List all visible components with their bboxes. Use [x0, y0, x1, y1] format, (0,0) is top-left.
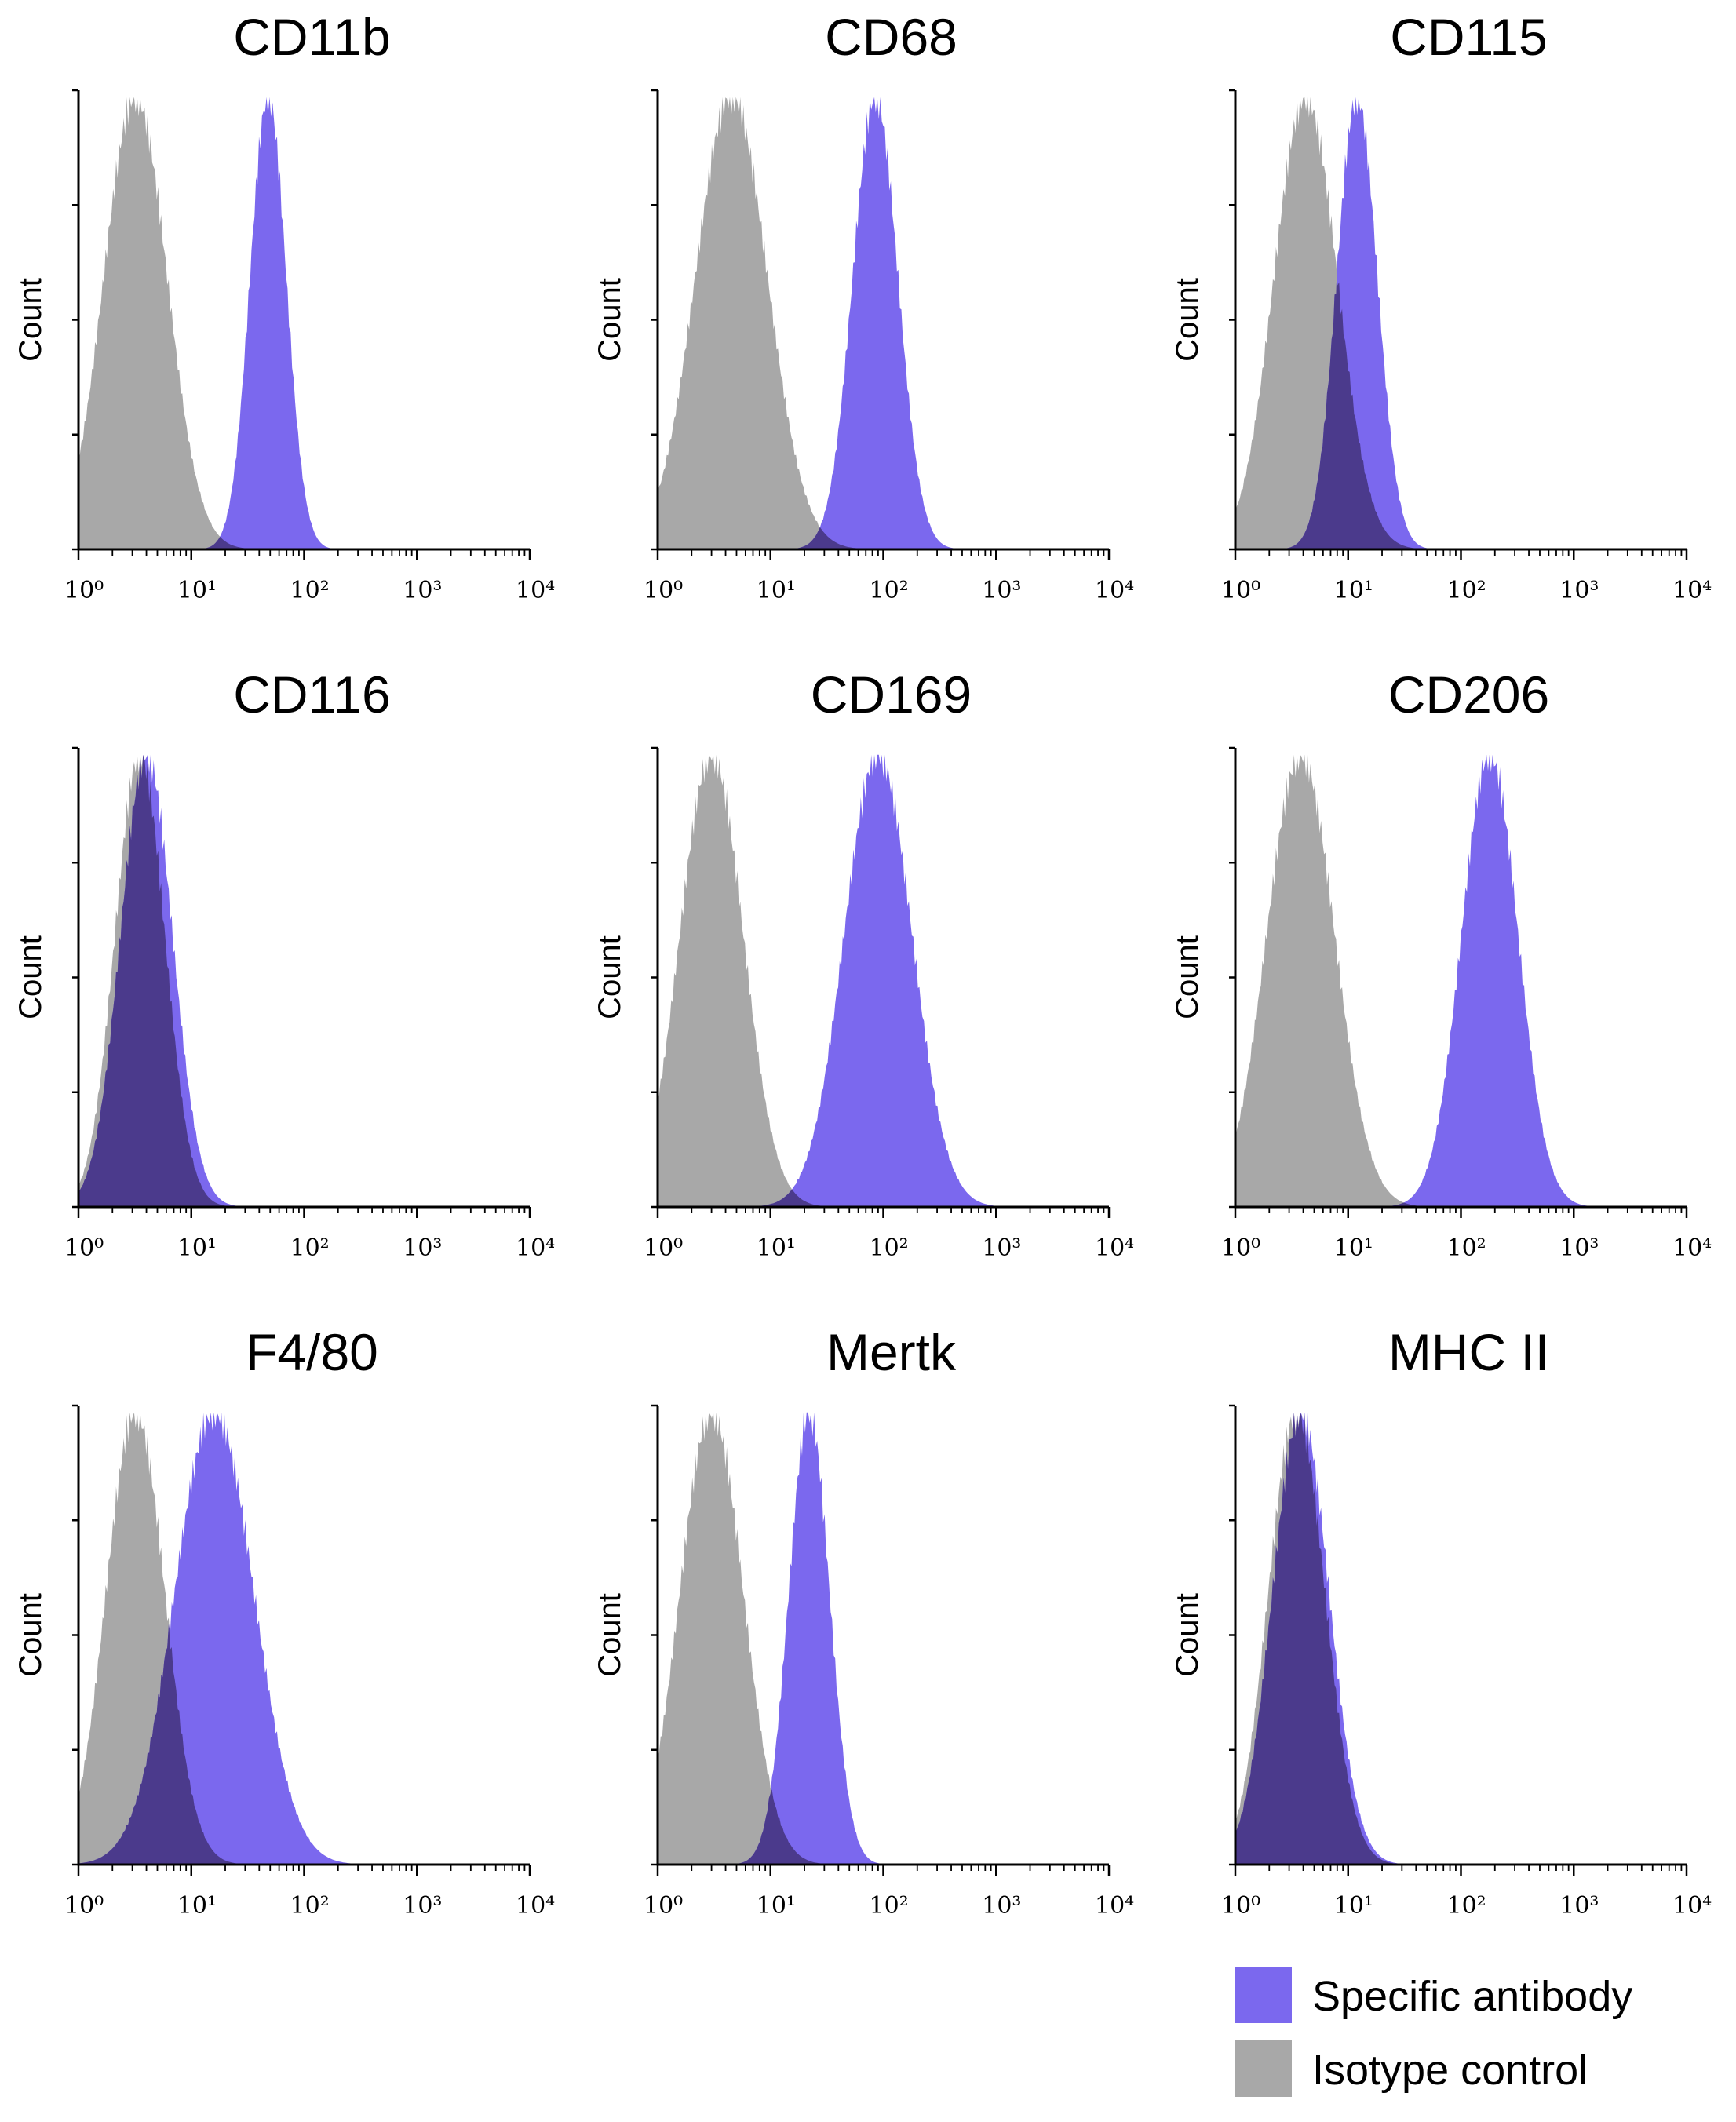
legend-swatch-specific [1235, 1967, 1292, 2023]
x-tick-label: 10² [290, 577, 330, 604]
x-tick-label: 10⁰ [64, 1234, 104, 1262]
panel-title: Mertk [826, 1323, 957, 1381]
x-tick-label: 10² [290, 1892, 330, 1920]
x-tick-label: 10³ [1559, 1892, 1599, 1920]
x-tick-label: 10² [1447, 1234, 1486, 1262]
specific-histogram [658, 754, 1109, 1207]
overlap-histogram [78, 754, 530, 1207]
panel-title: CD206 [1388, 665, 1549, 724]
panel-title: CD169 [811, 665, 972, 724]
x-tick-label: 10⁰ [644, 1234, 683, 1262]
x-tick-label: 10⁴ [516, 1234, 555, 1262]
x-tick-label: 10² [870, 1892, 909, 1920]
panel-mertk: Mertk Count 10⁰ 10¹ 10² 10³ 10⁴ [593, 1323, 1134, 1920]
isotype-histogram [658, 97, 1109, 550]
specific-histogram [1235, 754, 1687, 1207]
panel-cd206: CD206 Count 10⁰ 10¹ 10² 10³ 10⁴ [1170, 665, 1712, 1262]
x-tick-label: 10³ [982, 577, 1021, 604]
panel-title: CD116 [233, 665, 391, 724]
panel-title: CD115 [1390, 8, 1548, 66]
x-tick-label: 10¹ [177, 1892, 217, 1920]
x-tick-label: 10¹ [177, 577, 217, 604]
x-tick-label: 10³ [403, 577, 442, 604]
x-tick-label: 10³ [982, 1234, 1021, 1262]
x-tick-label: 10⁴ [516, 577, 555, 604]
isotype-histogram [658, 754, 1109, 1207]
x-tick-label: 10⁴ [1095, 1234, 1134, 1262]
legend-swatch-isotype [1235, 2040, 1292, 2097]
x-tick-label: 10³ [403, 1892, 442, 1920]
panel-cd11b: CD11b Count 10⁰ 10¹ 10² 10³ 10⁴ [13, 8, 555, 604]
x-tick-label: 10⁰ [644, 577, 683, 604]
y-axis-label: Count [593, 935, 627, 1019]
panel-cd169: CD169 Count 10⁰ 10¹ 10² 10³ 10⁴ [593, 665, 1134, 1262]
panel-title: MHC II [1388, 1323, 1549, 1381]
panel-title: CD11b [233, 8, 391, 66]
x-tick-label: 10¹ [177, 1234, 217, 1262]
x-tick-label: 10⁴ [1672, 1892, 1712, 1920]
x-tick-label: 10² [290, 1234, 330, 1262]
x-tick-label: 10⁴ [1672, 577, 1712, 604]
isotype-histogram [658, 1412, 1109, 1865]
x-tick-label: 10⁰ [64, 1892, 104, 1920]
legend-label-isotype: Isotype control [1312, 2047, 1588, 2094]
panel-cd116: CD116 Count 10⁰ 10¹ 10² 10³ 10⁴ [13, 665, 555, 1262]
panel-cd115: CD115 Count 10⁰ 10¹ 10² 10³ 10⁴ [1170, 8, 1712, 604]
panel-mhc-ii: MHC II Count 10⁰ 10¹ 10² 10³ 10⁴ [1170, 1323, 1712, 1920]
x-tick-label: 10⁰ [1221, 1892, 1260, 1920]
x-tick-label: 10² [1447, 577, 1486, 604]
specific-histogram [78, 1412, 530, 1865]
y-axis-label: Count [1170, 278, 1205, 362]
isotype-histogram [1235, 97, 1687, 550]
panel-title: CD68 [825, 8, 957, 66]
x-tick-label: 10¹ [1334, 1892, 1373, 1920]
legend: Specific antibody Isotype control [1235, 1967, 1632, 2097]
x-tick-label: 10⁰ [644, 1892, 683, 1920]
y-axis-label: Count [1170, 935, 1205, 1019]
x-tick-label: 10³ [1559, 577, 1599, 604]
x-tick-label: 10¹ [757, 577, 796, 604]
x-tick-label: 10² [870, 577, 909, 604]
x-tick-label: 10² [870, 1234, 909, 1262]
panel-title: F4/80 [246, 1323, 378, 1381]
x-tick-label: 10¹ [1334, 577, 1373, 604]
isotype-histogram [78, 97, 530, 550]
specific-histogram [658, 97, 1109, 550]
x-tick-label: 10⁰ [1221, 1234, 1260, 1262]
x-tick-label: 10¹ [757, 1234, 796, 1262]
y-axis-label: Count [13, 278, 48, 362]
y-axis-label: Count [593, 1593, 627, 1677]
panel-f4-80: F4/80 Count 10⁰ 10¹ 10² 10³ 10⁴ [13, 1323, 555, 1920]
y-axis-label: Count [593, 278, 627, 362]
x-tick-label: 10⁰ [1221, 577, 1260, 604]
x-tick-label: 10⁴ [516, 1892, 555, 1920]
y-axis-label: Count [13, 935, 48, 1019]
panel-cd68: CD68 Count 10⁰ 10¹ 10² 10³ 10⁴ [593, 8, 1134, 604]
x-tick-label: 10² [1447, 1892, 1486, 1920]
histogram-panels: CD11b Count 10⁰ 10¹ 10² 10³ 10⁴ CD68 Count 10⁰ 10¹… [13, 8, 1712, 1920]
x-tick-label: 10⁴ [1672, 1234, 1712, 1262]
legend-label-specific: Specific antibody [1312, 1973, 1632, 2020]
isotype-histogram [1235, 754, 1687, 1207]
overlap-histogram [1235, 97, 1687, 550]
x-tick-label: 10⁴ [1095, 577, 1134, 604]
y-axis-label: Count [13, 1593, 48, 1677]
x-tick-label: 10¹ [1334, 1234, 1373, 1262]
x-tick-label: 10³ [1559, 1234, 1599, 1262]
x-tick-label: 10⁴ [1095, 1892, 1134, 1920]
x-tick-label: 10³ [982, 1892, 1021, 1920]
y-axis-label: Count [1170, 1593, 1205, 1677]
overlap-histogram [1235, 1412, 1687, 1865]
x-tick-label: 10⁰ [64, 577, 104, 604]
x-tick-label: 10¹ [757, 1892, 796, 1920]
x-tick-label: 10³ [403, 1234, 442, 1262]
